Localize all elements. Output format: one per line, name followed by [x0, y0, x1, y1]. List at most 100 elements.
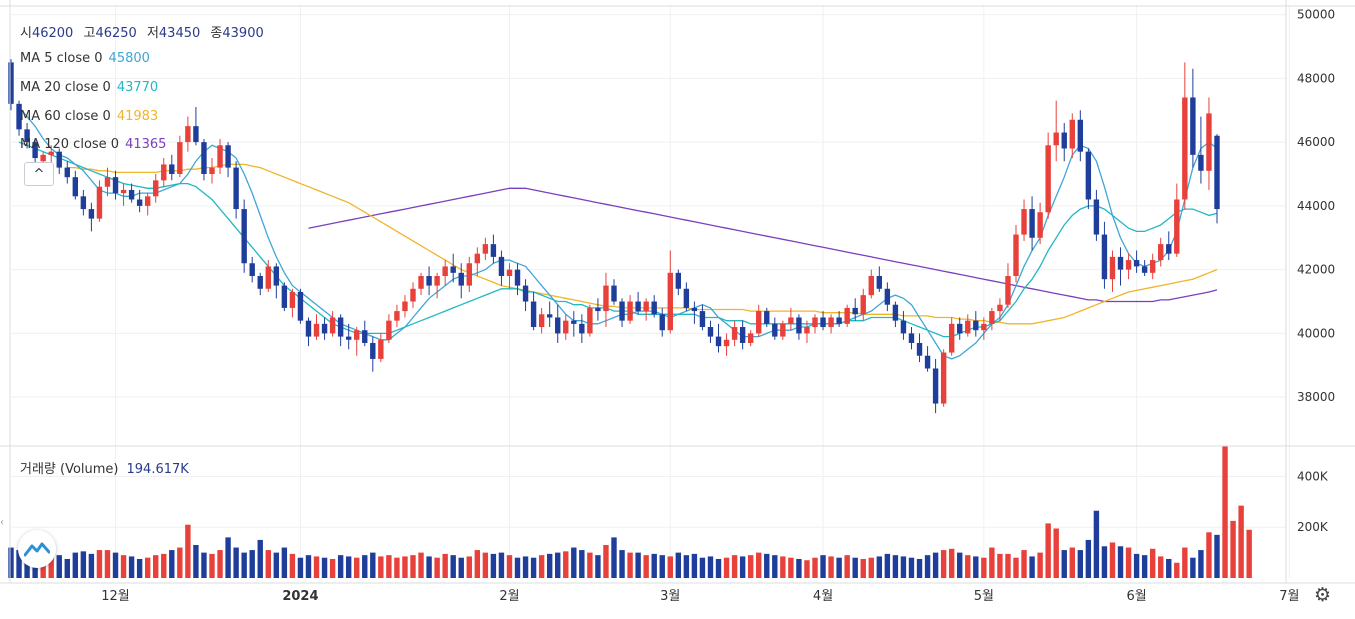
- volume-bar: [297, 557, 304, 578]
- chart-logo-icon[interactable]: [18, 530, 56, 568]
- candle-body: [603, 285, 609, 312]
- ma20-value: 43770: [116, 80, 159, 95]
- candle-body: [957, 323, 963, 334]
- price-tick-label: 50000: [1297, 8, 1335, 22]
- volume-bar: [410, 555, 416, 578]
- candle-body: [892, 304, 899, 321]
- ma120-label: MA 120 close 0: [20, 137, 120, 152]
- candle-body: [1053, 132, 1059, 146]
- candle-body: [772, 323, 778, 337]
- volume-tick-label: 400K: [1297, 469, 1329, 483]
- volume-bar: [1246, 529, 1252, 578]
- x-tick-label: 6월: [1126, 589, 1146, 604]
- volume-bar: [989, 547, 995, 578]
- volume-bar: [900, 556, 907, 578]
- candle-body: [48, 151, 54, 155]
- volume-bar: [1077, 550, 1084, 578]
- candle-body: [345, 336, 352, 340]
- candle-body: [354, 330, 360, 340]
- candle-body: [466, 263, 472, 286]
- candle-body: [538, 314, 545, 328]
- collapse-legend-button[interactable]: ^: [24, 162, 54, 186]
- volume-tick-label: 200K: [1297, 520, 1329, 534]
- volume-bar: [450, 555, 456, 578]
- volume-bar: [538, 555, 545, 578]
- volume-bar: [185, 524, 191, 578]
- candle-body: [1093, 199, 1100, 235]
- candle-body: [88, 209, 95, 219]
- candle-body: [193, 126, 199, 143]
- volume-bar: [514, 557, 521, 578]
- ma5-value: 45800: [108, 51, 150, 66]
- candle-body: [667, 272, 673, 331]
- candle-body: [1005, 276, 1011, 305]
- volume-bar: [1029, 556, 1035, 578]
- candle-body: [225, 145, 231, 168]
- candle-body: [924, 355, 931, 369]
- volume-value: 194.617K: [126, 462, 189, 477]
- volume-bar: [932, 552, 939, 578]
- volume-bar: [241, 552, 247, 578]
- volume-bar: [1174, 562, 1180, 578]
- ma20-legend[interactable]: MA 20 close 0 43770: [20, 80, 158, 95]
- ma60-legend[interactable]: MA 60 close 0 41983: [20, 109, 158, 124]
- candle-body: [233, 167, 239, 210]
- candle-body: [136, 199, 143, 206]
- candle-body: [675, 272, 682, 289]
- volume-bar: [780, 556, 786, 578]
- volume-bar: [144, 557, 151, 578]
- volume-bar: [965, 555, 971, 578]
- volume-bar: [56, 555, 62, 578]
- candle-body: [788, 317, 794, 324]
- ma20-label: MA 20 close 0: [20, 80, 111, 95]
- volume-legend[interactable]: 거래량 (Volume) 194.617K: [20, 458, 189, 477]
- volume-bar: [756, 552, 762, 578]
- volume-bar: [892, 555, 899, 578]
- candle-body: [482, 244, 489, 254]
- volume-bar: [225, 537, 231, 578]
- price-tick-label: 38000: [1297, 390, 1335, 404]
- scroll-left-icon[interactable]: ‹: [0, 517, 4, 528]
- candle-body: [1166, 244, 1172, 254]
- volume-bar: [386, 555, 392, 578]
- candle-body: [96, 186, 103, 219]
- volume-bar: [426, 556, 432, 578]
- volume-bar: [675, 552, 682, 578]
- candle-body: [8, 62, 14, 104]
- volume-bar: [337, 555, 344, 578]
- candle-body: [24, 129, 30, 143]
- volume-bar: [169, 550, 175, 578]
- candle-body: [514, 269, 521, 286]
- candle-body: [257, 276, 263, 289]
- volume-bar: [571, 547, 577, 578]
- candle-body: [40, 154, 46, 162]
- volume-bar: [587, 552, 593, 578]
- candle-body: [1029, 209, 1035, 238]
- ma120-legend[interactable]: MA 120 close 0 41365: [20, 137, 166, 152]
- volume-bar: [691, 553, 698, 578]
- volume-bar: [1037, 552, 1043, 578]
- candle-body: [981, 323, 987, 331]
- candle-body: [434, 276, 440, 286]
- gear-icon[interactable]: ⚙: [1314, 584, 1332, 606]
- candle-body: [161, 164, 167, 181]
- volume-bar: [233, 547, 239, 578]
- ohlc-legend: 시46200 고46250 저43450 종43900: [20, 22, 270, 41]
- volume-bar: [16, 550, 22, 578]
- volume-bar: [64, 558, 70, 578]
- candle-body: [1174, 199, 1180, 254]
- chevron-up-icon: ^: [33, 166, 45, 182]
- volume-bar: [1198, 550, 1204, 578]
- ma5-legend[interactable]: MA 5 close 0 45800: [20, 51, 150, 66]
- x-tick-label: 12월: [101, 589, 130, 604]
- candle-body: [563, 320, 569, 334]
- candles: [8, 59, 1220, 414]
- volume-bar: [764, 553, 770, 578]
- candle-body: [281, 285, 288, 308]
- candle-body: [836, 317, 842, 324]
- price-tick-label: 46000: [1297, 135, 1335, 149]
- candle-body: [289, 291, 296, 308]
- candle-body: [297, 291, 304, 321]
- candle-body: [1214, 135, 1220, 210]
